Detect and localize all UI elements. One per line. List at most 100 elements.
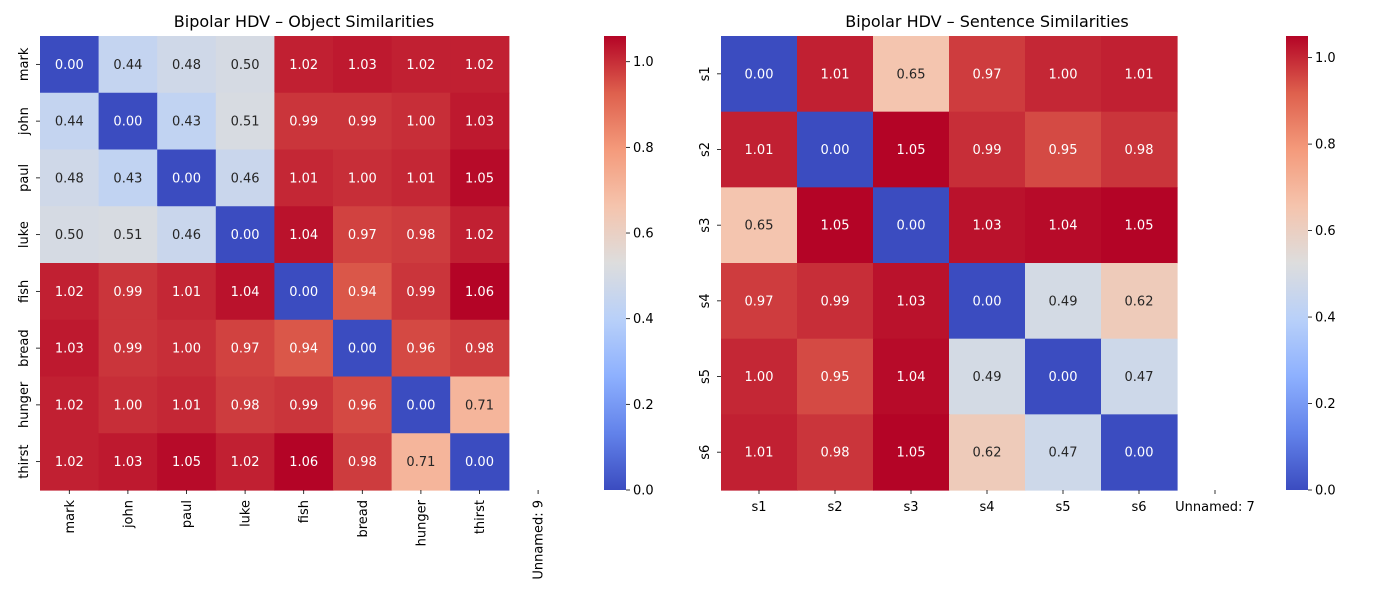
cell-value-label: 0.00 bbox=[897, 219, 926, 234]
cell-value-label: 0.43 bbox=[113, 171, 142, 186]
colorbar-tick-label: 0.6 bbox=[1315, 224, 1336, 239]
heatmap-cell-thirst-hunger bbox=[391, 433, 451, 491]
cell-value-label: 0.49 bbox=[973, 370, 1002, 385]
heatmap-cell-paul-thirst bbox=[450, 149, 510, 207]
cell-value-label: 0.44 bbox=[113, 58, 142, 73]
y-tick-label: hunger bbox=[17, 381, 32, 428]
cell-value-label: 0.99 bbox=[348, 115, 377, 130]
y-tick-label: s2 bbox=[698, 142, 713, 157]
heatmap-cell-s4-s2 bbox=[797, 263, 874, 340]
cell-value-label: 1.01 bbox=[1125, 67, 1154, 82]
heatmap-cell-john-thirst bbox=[450, 92, 510, 151]
cell-value-label: 1.03 bbox=[113, 455, 142, 470]
heatmap-cell-luke-bread bbox=[333, 206, 393, 264]
x-tick-label: s2 bbox=[827, 500, 842, 515]
cell-value-label: 1.03 bbox=[348, 58, 377, 73]
x-tick-label: s5 bbox=[1055, 500, 1070, 515]
heatmap-cell-s6-s1 bbox=[721, 414, 798, 491]
heatmap-cell-s1-s2 bbox=[797, 36, 874, 113]
heatmap-cell-john-bread bbox=[333, 92, 393, 151]
heatmap-cell-bread-hunger bbox=[391, 319, 451, 378]
cell-value-label: 1.05 bbox=[1125, 219, 1154, 234]
heatmap-cell-bread-mark bbox=[40, 319, 100, 378]
colorbar-tick-label: 1.0 bbox=[1315, 51, 1336, 66]
cell-value-label: 0.97 bbox=[745, 294, 774, 309]
heatmap-cell-s3-s3 bbox=[873, 187, 950, 264]
heatmap-cell-s1-s3 bbox=[873, 36, 950, 113]
cell-value-label: 0.98 bbox=[348, 455, 377, 470]
heatmap-cell-s3-s2 bbox=[797, 187, 874, 264]
heatmap-cell-paul-luke bbox=[215, 149, 275, 207]
heatmap-cell-mark-fish bbox=[274, 36, 334, 94]
cell-value-label: 0.99 bbox=[289, 115, 318, 130]
cell-value-label: 0.00 bbox=[821, 143, 850, 158]
cell-value-label: 0.49 bbox=[1049, 294, 1078, 309]
heatmap-cell-s3-s5 bbox=[1025, 187, 1102, 264]
cell-value-label: 0.97 bbox=[231, 342, 260, 357]
y-tick-label: s5 bbox=[698, 369, 713, 384]
heatmap-cell-thirst-john bbox=[98, 433, 158, 491]
x-tick-label: Unnamed: 7 bbox=[1175, 500, 1255, 515]
cell-value-label: 1.01 bbox=[172, 398, 201, 413]
heatmap-cell-s6-s3 bbox=[873, 414, 950, 491]
cell-value-label: 1.04 bbox=[1049, 219, 1078, 234]
heatmap-cell-paul-fish bbox=[274, 149, 334, 207]
heatmap-cell-s1-s4 bbox=[949, 36, 1026, 113]
x-tick-label: s4 bbox=[979, 500, 994, 515]
heatmap-cell-luke-paul bbox=[157, 206, 217, 264]
cell-value-label: 0.99 bbox=[289, 398, 318, 413]
cell-value-label: 1.03 bbox=[973, 219, 1002, 234]
cell-value-label: 0.99 bbox=[973, 143, 1002, 158]
heatmap-cell-luke-thirst bbox=[450, 206, 510, 264]
heatmap-cell-s4-s3 bbox=[873, 263, 950, 340]
cell-value-label: 0.48 bbox=[172, 58, 201, 73]
cell-value-label: 0.99 bbox=[821, 294, 850, 309]
cell-value-label: 1.05 bbox=[897, 143, 926, 158]
colorbar-tick-label: 0.8 bbox=[1315, 138, 1336, 153]
cell-value-label: 0.50 bbox=[231, 58, 260, 73]
cell-value-label: 0.71 bbox=[465, 398, 494, 413]
x-tick-label: john bbox=[121, 500, 136, 529]
cell-value-label: 1.05 bbox=[821, 219, 850, 234]
object-heatmap-title: Bipolar HDV – Object Similarities bbox=[174, 12, 434, 31]
colorbar-tick-label: 0.6 bbox=[633, 227, 654, 242]
cell-value-label: 0.95 bbox=[821, 370, 850, 385]
heatmap-cell-luke-luke bbox=[215, 206, 275, 264]
cell-value-label: 1.03 bbox=[897, 294, 926, 309]
colorbar-tick-label: 0.4 bbox=[1315, 311, 1336, 326]
heatmap-cell-mark-bread bbox=[333, 36, 393, 94]
heatmap-cell-mark-thirst bbox=[450, 36, 510, 94]
heatmap-cell-s2-s6 bbox=[1101, 111, 1178, 188]
heatmap-cell-hunger-fish bbox=[274, 376, 334, 434]
heatmap-cell-s4-s1 bbox=[721, 263, 798, 340]
heatmap-cell-thirst-bread bbox=[333, 433, 393, 491]
y-tick-label: bread bbox=[17, 329, 32, 367]
cell-value-label: 1.02 bbox=[465, 58, 494, 73]
heatmap-cell-bread-luke bbox=[215, 319, 275, 378]
cell-value-label: 1.02 bbox=[289, 58, 318, 73]
heatmap-cell-mark-luke bbox=[215, 36, 275, 94]
x-tick-label: luke bbox=[239, 500, 254, 527]
cell-value-label: 0.65 bbox=[897, 67, 926, 82]
cell-value-label: 0.00 bbox=[348, 342, 377, 357]
cell-value-label: 0.46 bbox=[172, 228, 201, 243]
cell-value-label: 0.99 bbox=[406, 285, 435, 300]
heatmap-cell-fish-john bbox=[98, 263, 158, 321]
heatmap-cell-fish-fish bbox=[274, 263, 334, 321]
y-tick-label: john bbox=[17, 107, 32, 136]
heatmap-cell-mark-hunger bbox=[391, 36, 451, 94]
colorbar-gradient bbox=[1286, 36, 1308, 490]
heatmap-cell-s6-s4 bbox=[949, 414, 1026, 491]
heatmap-cell-paul-mark bbox=[40, 149, 100, 207]
cell-value-label: 0.00 bbox=[973, 294, 1002, 309]
y-tick-label: s1 bbox=[698, 66, 713, 81]
object-heatmap: 0.00 0.44 0.48 0.50 1.02 1.03 1.02 1.02 0.44 0.00… bbox=[17, 36, 547, 580]
y-tick-label: luke bbox=[17, 221, 32, 248]
cell-value-label: 0.51 bbox=[113, 228, 142, 243]
x-tick-label: s1 bbox=[751, 500, 766, 515]
heatmap-cell-fish-paul bbox=[157, 263, 217, 321]
heatmap-cell-john-hunger bbox=[391, 92, 451, 151]
cell-value-label: 0.48 bbox=[55, 171, 84, 186]
cell-value-label: 1.02 bbox=[465, 228, 494, 243]
heatmap-cell-bread-fish bbox=[274, 319, 334, 378]
